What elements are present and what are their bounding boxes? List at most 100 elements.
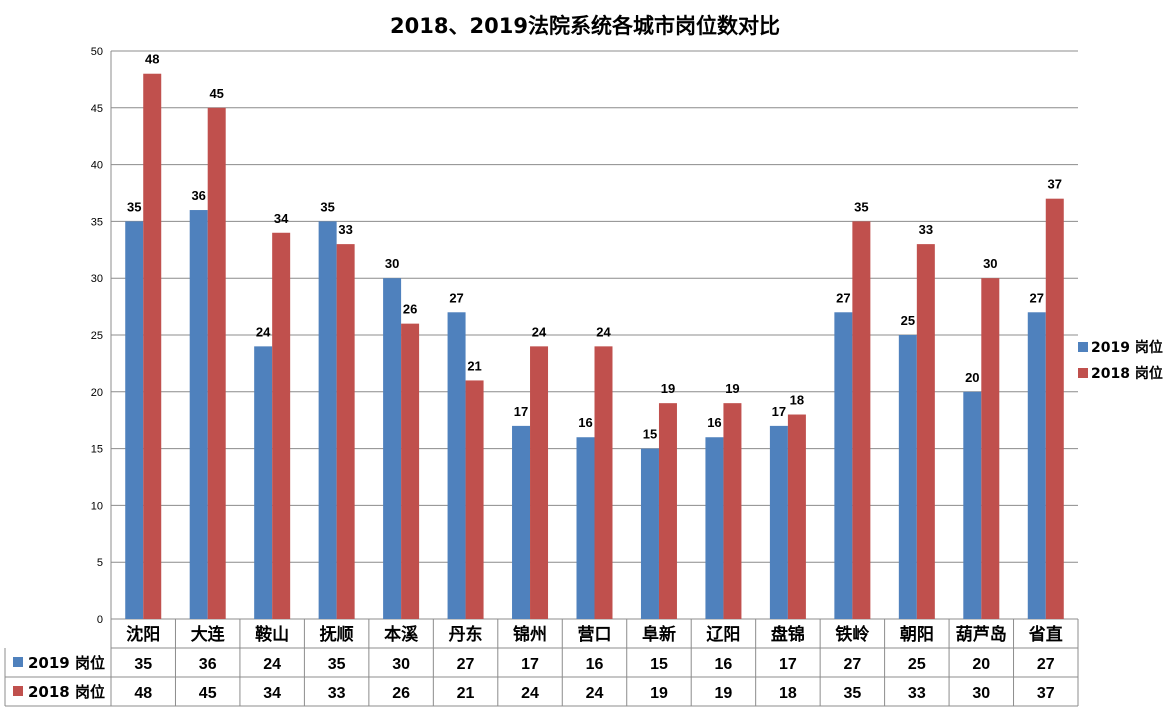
data-label: 35: [127, 199, 141, 214]
bar: [852, 221, 871, 619]
legend-swatch: [1078, 368, 1088, 378]
legend-label: 2019 岗位: [1091, 339, 1163, 356]
data-label: 33: [338, 222, 352, 237]
bar: [640, 448, 659, 619]
bar: [465, 380, 484, 619]
bar: [512, 425, 531, 619]
table-cell: 26: [392, 685, 410, 702]
bar: [1027, 312, 1046, 619]
table-cell: 27: [1037, 656, 1055, 673]
data-label: 21: [467, 358, 481, 373]
data-label: 18: [790, 393, 804, 408]
data-label: 19: [725, 381, 739, 396]
data-label: 17: [772, 404, 786, 419]
table-cell: 21: [457, 685, 475, 702]
data-label: 34: [274, 211, 289, 226]
data-label: 45: [209, 86, 223, 101]
table-cell: 30: [972, 685, 990, 702]
bar: [769, 425, 788, 619]
table-cell: 20: [972, 656, 990, 673]
data-label: 15: [643, 427, 657, 442]
table-series-swatch: [13, 686, 23, 696]
legend-swatch: [1078, 342, 1088, 352]
data-label: 24: [532, 324, 547, 339]
y-tick-label: 45: [91, 103, 103, 115]
x-category-label: 鞍山: [255, 624, 289, 645]
bar: [723, 403, 742, 619]
data-label: 25: [901, 313, 915, 328]
y-tick-label: 50: [91, 46, 103, 58]
table-cell: 35: [328, 656, 346, 673]
x-category-label: 营口: [578, 624, 612, 645]
table-cell: 24: [263, 656, 281, 673]
bar: [447, 312, 466, 619]
table-cell: 48: [134, 685, 152, 702]
bar: [530, 346, 549, 619]
x-category-label: 辽阳: [706, 625, 740, 645]
x-category-label: 抚顺: [320, 624, 354, 645]
table-cell: 33: [328, 685, 346, 702]
chart-title: 2018、2019法院系统各城市岗位数对比: [390, 14, 780, 38]
x-category-label: 沈阳: [126, 624, 160, 645]
x-category-label: 阜新: [642, 624, 676, 645]
x-category-label: 大连: [191, 624, 226, 645]
bar: [318, 221, 337, 619]
data-label: 17: [514, 404, 528, 419]
bar: [705, 437, 724, 619]
x-category-label: 丹东: [449, 624, 483, 645]
bar: [207, 107, 226, 620]
bar: [594, 346, 613, 619]
x-category-label: 省直: [1028, 624, 1063, 645]
y-tick-label: 10: [91, 500, 103, 512]
data-label: 24: [596, 324, 611, 339]
y-tick-label: 25: [91, 330, 103, 342]
bar: [189, 210, 208, 620]
y-tick-label: 0: [97, 614, 103, 626]
x-category-label: 本溪: [384, 624, 419, 645]
table-cell: 25: [908, 656, 926, 673]
bar: [576, 437, 595, 619]
table-cell: 30: [392, 656, 410, 673]
x-category-label: 朝阳: [900, 624, 934, 645]
y-tick-label: 30: [91, 273, 103, 285]
bar: [1045, 198, 1064, 619]
table-series-label: 2019 岗位: [28, 654, 105, 672]
table-cell: 24: [521, 685, 539, 702]
table-cell: 18: [779, 685, 797, 702]
legend: 2019 岗位 2018 岗位: [1078, 339, 1163, 382]
table-cell: 34: [263, 685, 281, 702]
bar: [898, 335, 917, 619]
bar: [787, 414, 806, 619]
table-cell: 19: [715, 685, 733, 702]
data-label: 30: [385, 256, 399, 271]
table-cell: 16: [586, 656, 604, 673]
table-series-label: 2018 岗位: [28, 683, 105, 701]
table-cell: 17: [779, 656, 797, 673]
data-table: 沈阳 大连 鞍山 抚顺 本溪 丹东 锦州 营口 阜新 辽阳 盘锦 铁岭 朝阳 葫芦岛 省直 2019 岗位 35…: [4, 619, 1079, 707]
data-label: 35: [854, 199, 868, 214]
x-category-label: 盘锦: [771, 624, 805, 645]
bars: [125, 73, 1064, 620]
bar: [834, 312, 853, 619]
table-cell: 17: [521, 656, 539, 673]
table-cell: 19: [650, 685, 668, 702]
table-series-swatch: [13, 657, 23, 667]
data-label: 16: [578, 415, 592, 430]
table-cell: 36: [199, 656, 217, 673]
table-cell: 16: [715, 656, 733, 673]
data-label: 24: [256, 324, 271, 339]
data-label: 27: [836, 290, 850, 305]
bar: [272, 232, 291, 619]
bar: [383, 278, 402, 619]
table-cell: 27: [457, 656, 475, 673]
data-label: 37: [1048, 177, 1062, 192]
y-tick-label: 15: [91, 444, 103, 456]
legend-label: 2018 岗位: [1091, 365, 1163, 382]
table-cell: 33: [908, 685, 926, 702]
bar: [981, 278, 1000, 619]
bar: [143, 73, 162, 620]
y-tick-label: 35: [91, 216, 103, 228]
data-label: 27: [449, 290, 463, 305]
